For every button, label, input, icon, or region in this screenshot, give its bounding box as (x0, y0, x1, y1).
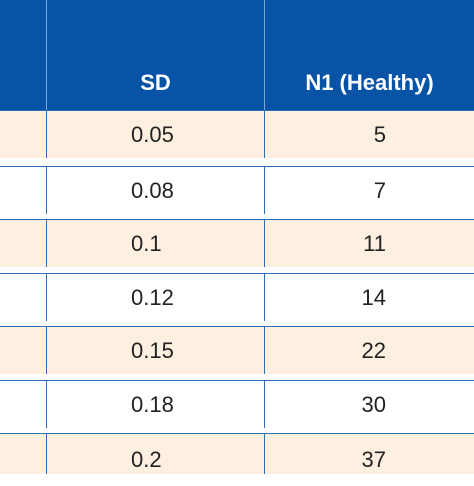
row-label-cell (0, 111, 46, 158)
column-divider (46, 381, 47, 428)
n1-cell: 7 (373, 177, 386, 203)
n1-cell: 22 (361, 337, 386, 363)
column-divider (46, 167, 47, 214)
table-row: 0.12 14 (0, 273, 474, 321)
column-divider (264, 434, 265, 474)
column-divider (264, 327, 265, 374)
table-header: SD N1 (Healthy) (0, 0, 474, 110)
column-divider (46, 327, 47, 374)
column-divider (46, 274, 47, 321)
row-label-cell (0, 220, 46, 267)
row-label-cell (0, 381, 46, 428)
header-cell-n1: N1 (Healthy) (305, 70, 434, 95)
table-row: 0.1 11 (0, 219, 474, 267)
row-label-cell (0, 274, 46, 321)
column-divider (46, 111, 47, 158)
n1-cell: 14 (361, 284, 386, 310)
header-cell-sd: SD (140, 70, 171, 95)
row-label-cell (0, 167, 46, 214)
sd-cell: 0.1 (131, 230, 162, 256)
sd-cell: 0.2 (131, 447, 162, 472)
row-label-cell (0, 434, 46, 474)
table-row: 0.15 22 (0, 326, 474, 374)
sd-cell: 0.18 (131, 391, 174, 417)
column-divider (264, 111, 265, 158)
row-label-cell (0, 327, 46, 374)
column-divider (46, 220, 47, 267)
header-divider (264, 0, 265, 110)
header-cell-blank (0, 0, 46, 110)
sd-cell: 0.15 (131, 337, 174, 363)
n1-cell: 5 (373, 121, 386, 147)
n1-cell: 37 (361, 447, 386, 472)
table-row: 0.2 37 (0, 433, 474, 474)
n1-cell: 11 (363, 230, 386, 256)
column-divider (46, 434, 47, 474)
column-divider (264, 274, 265, 321)
sd-cell: 0.12 (131, 284, 174, 310)
n1-cell: 30 (361, 391, 386, 417)
table-row: 0.18 30 (0, 380, 474, 428)
table-row: 0.08 7 (0, 166, 474, 214)
table-row: 0.05 5 (0, 110, 474, 158)
column-divider (264, 167, 265, 214)
column-divider (264, 381, 265, 428)
sd-cell: 0.05 (131, 121, 174, 147)
sd-cell: 0.08 (131, 177, 174, 203)
header-divider (46, 0, 47, 110)
data-table: SD N1 (Healthy) 0.05 5 0.08 7 0.1 11 0.1… (0, 0, 474, 474)
column-divider (264, 220, 265, 267)
